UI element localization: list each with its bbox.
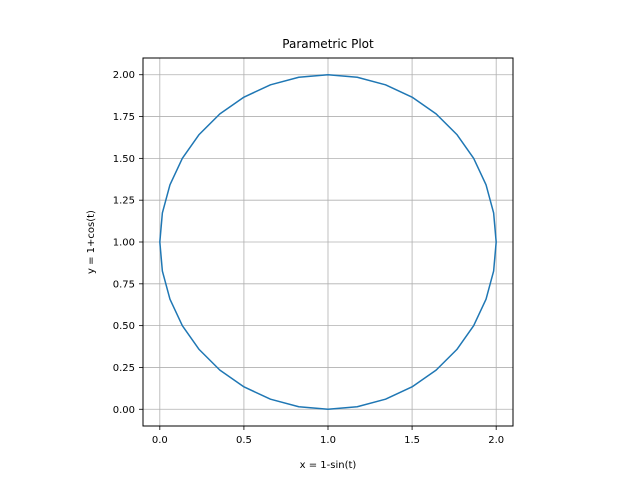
x-axis-label: x = 1-sin(t) bbox=[300, 460, 357, 471]
y-tick-label: 2.00 bbox=[113, 70, 135, 81]
x-tick-label: 0.5 bbox=[236, 435, 252, 446]
y-tick-label: 0.75 bbox=[113, 279, 135, 290]
y-tick-label: 1.75 bbox=[113, 112, 135, 123]
series-layer bbox=[159, 73, 497, 411]
x-tick-label: 1.0 bbox=[320, 435, 336, 446]
y-axis-label: y = 1+cos(t) bbox=[86, 210, 97, 274]
y-tick-label: 0.00 bbox=[113, 405, 135, 416]
y-tick-label: 1.00 bbox=[113, 238, 135, 249]
x-tick-label: 2.0 bbox=[488, 435, 504, 446]
x-axis-ticks: 0.0 0.5 1.0 1.5 2.0 bbox=[152, 426, 504, 446]
chart-title: Parametric Plot bbox=[282, 37, 374, 51]
y-tick-label: 1.25 bbox=[113, 196, 135, 207]
series-line bbox=[159, 73, 497, 411]
y-tick-label: 0.50 bbox=[113, 321, 135, 332]
x-tick-label: 1.5 bbox=[404, 435, 420, 446]
y-axis-ticks: 0.00 0.25 0.50 0.75 1.00 1.25 1.50 1.75 2.00 bbox=[113, 70, 143, 416]
grid bbox=[143, 58, 513, 426]
y-tick-label: 1.50 bbox=[113, 154, 135, 165]
y-tick-label: 0.25 bbox=[113, 363, 135, 374]
x-tick-label: 0.0 bbox=[152, 435, 168, 446]
